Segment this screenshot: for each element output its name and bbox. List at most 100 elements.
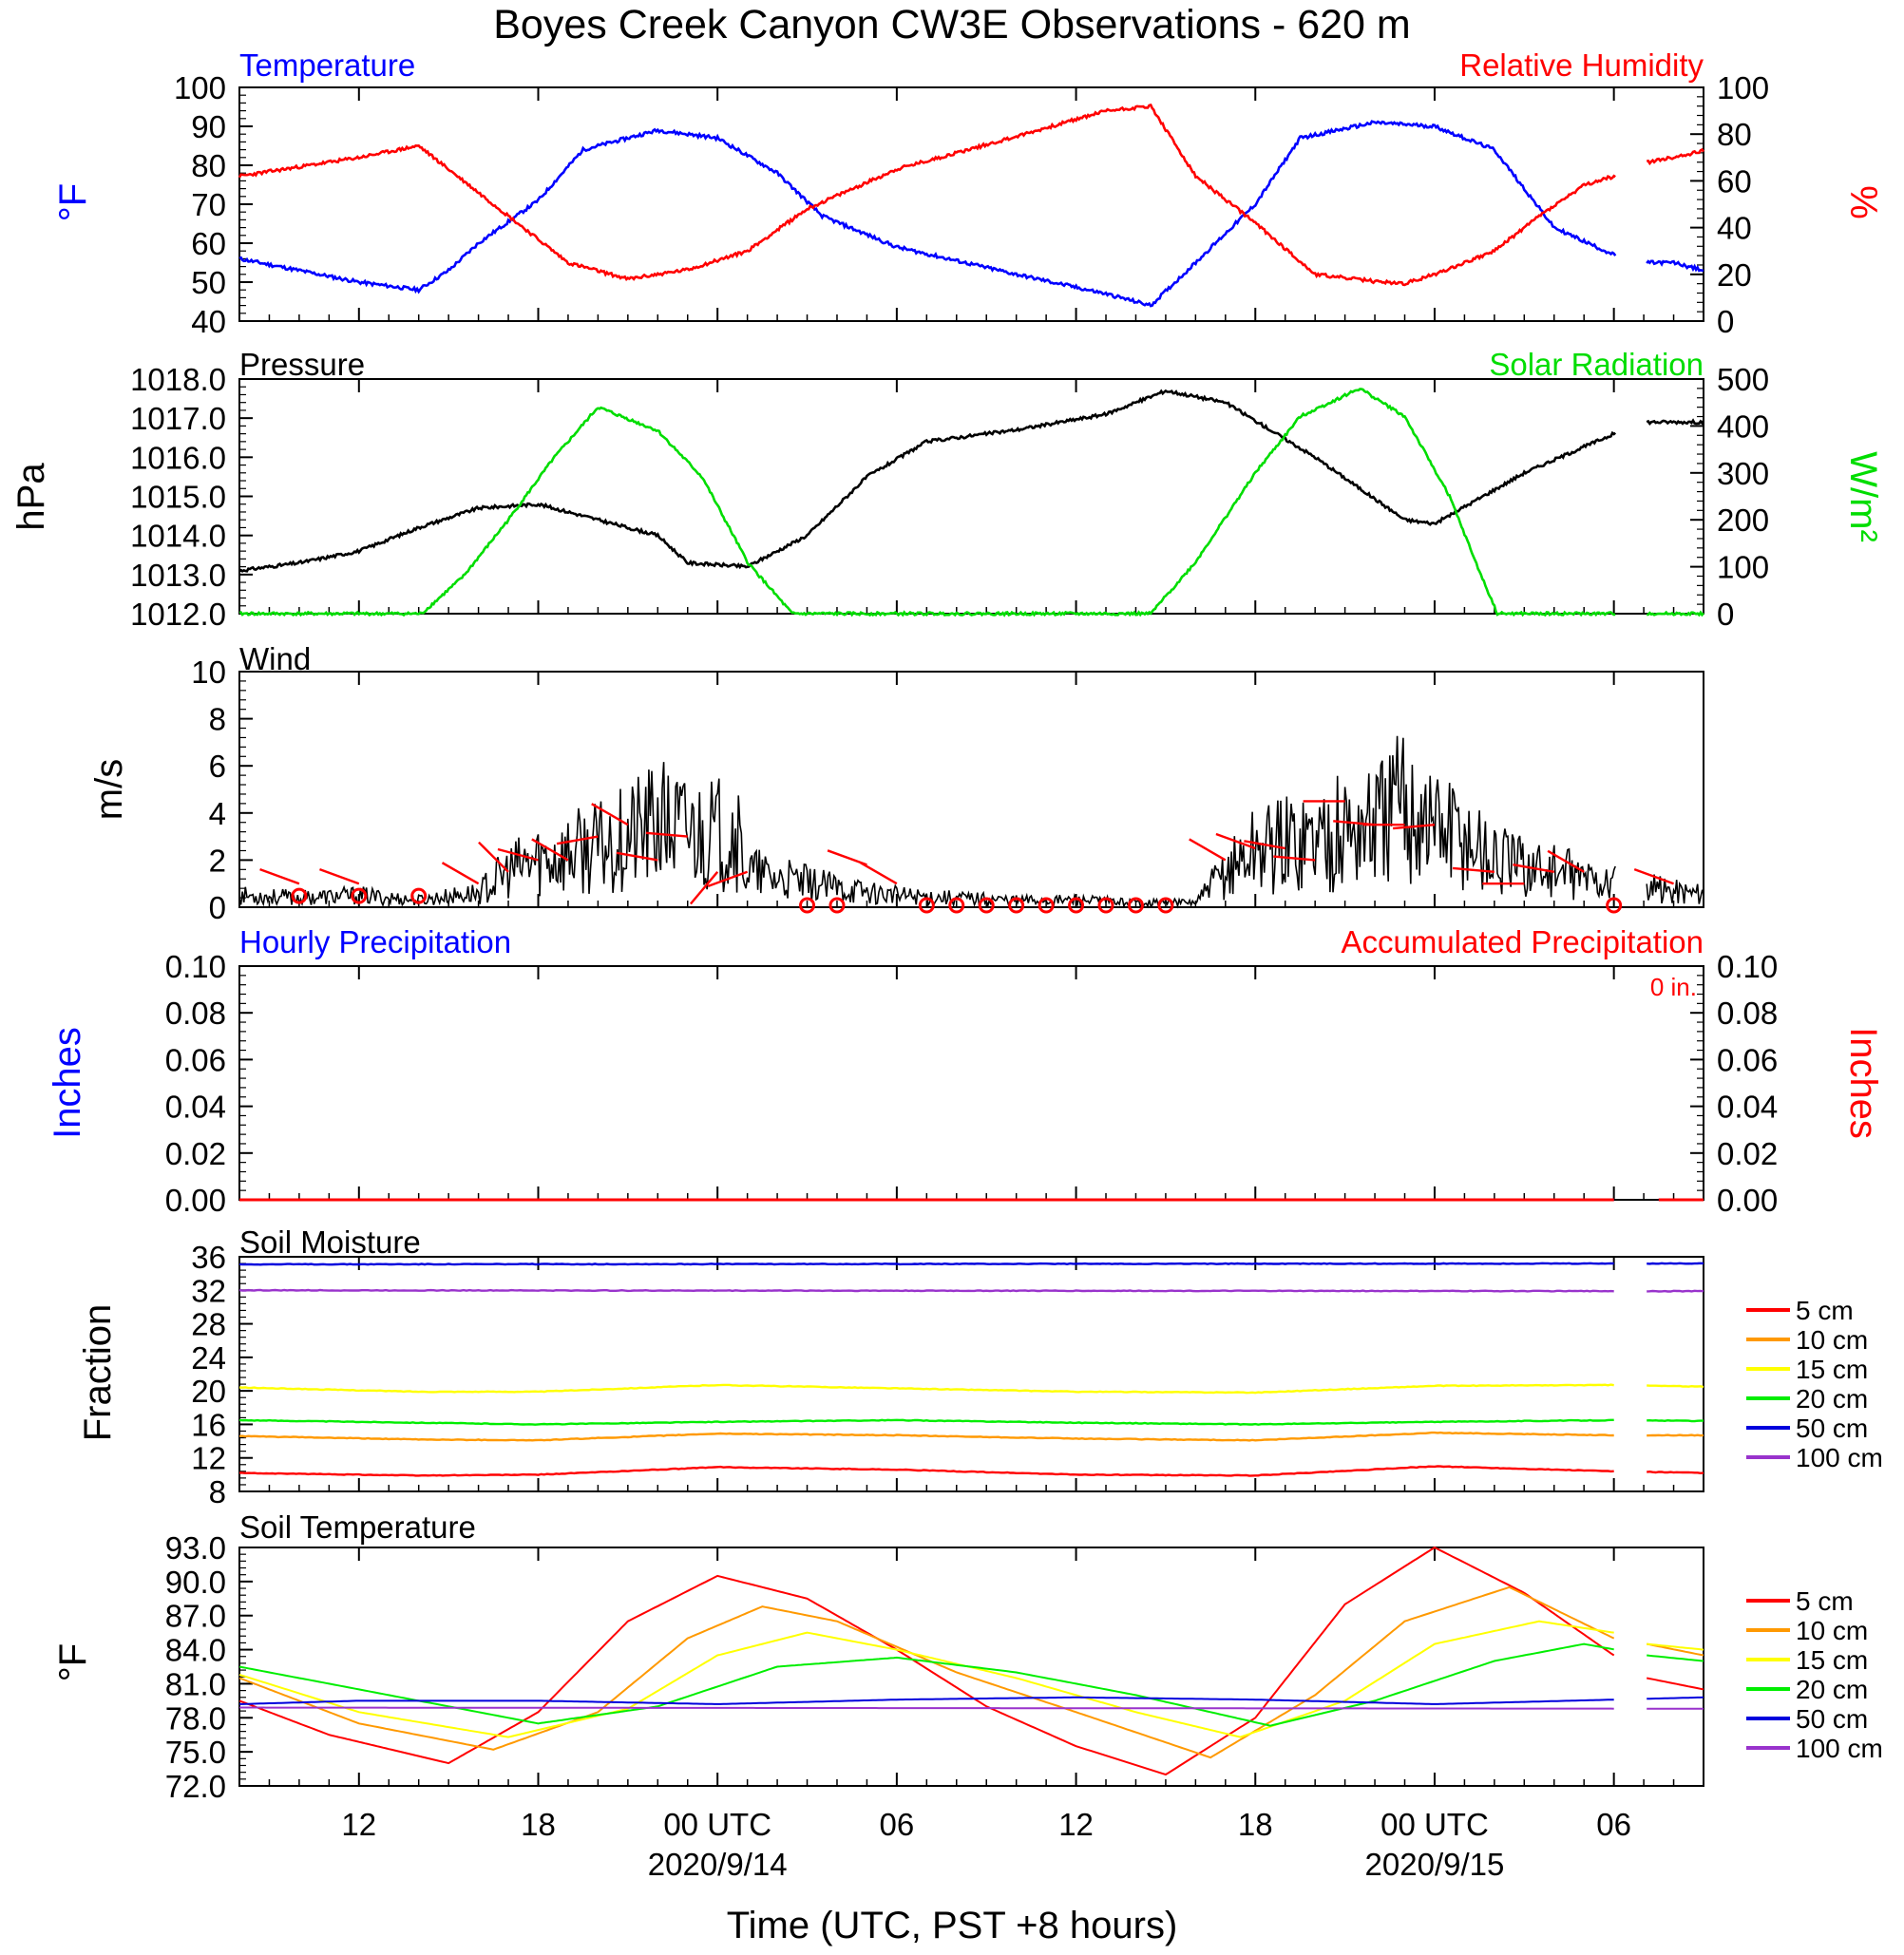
left-tick-label: 4	[209, 796, 226, 831]
legend-entry: 10 cm	[1796, 1325, 1868, 1355]
wind-barb	[556, 835, 599, 845]
left-tick-label: 2	[209, 843, 226, 878]
wind-barb	[1393, 824, 1436, 830]
legend-entry: 20 cm	[1796, 1675, 1868, 1704]
left-tick-label: 50	[191, 265, 226, 300]
left-tick-label: 1014.0	[130, 519, 226, 554]
wind-barb	[1244, 840, 1285, 850]
humidity-line	[238, 103, 1705, 287]
left-tick-label: 6	[209, 749, 226, 784]
legend-entry: 50 cm	[1796, 1704, 1868, 1734]
left-tick-label: 0.10	[165, 949, 226, 984]
wind-barb	[319, 868, 360, 885]
precipitation-panel: Hourly Precipitation Accumulated Precipi…	[47, 924, 1884, 1218]
left-tick-label: 36	[191, 1240, 226, 1275]
wind-barb	[1633, 868, 1674, 885]
left-axis-unit: °F	[52, 1643, 94, 1681]
left-tick-label: 0.08	[165, 996, 226, 1031]
right-axis-unit: W/m²	[1842, 451, 1884, 542]
calm-wind-marker	[291, 887, 308, 904]
panel-right-label: Accumulated Precipitation	[1341, 924, 1704, 959]
right-tick-label: 0.00	[1717, 1183, 1778, 1218]
panel-left-label: Temperature	[239, 47, 415, 83]
soil-moisture-line-10cm	[239, 1431, 1704, 1442]
left-tick-label: 60	[191, 226, 226, 261]
right-tick-label: 300	[1717, 456, 1769, 491]
left-tick-label: 87.0	[165, 1599, 226, 1634]
calm-wind-marker	[351, 887, 368, 904]
left-tick-label: 84.0	[165, 1633, 226, 1668]
left-tick-label: 1018.0	[130, 362, 226, 397]
left-tick-label: 0.00	[165, 1183, 226, 1218]
right-tick-label: 0.02	[1717, 1136, 1778, 1171]
wind-barb	[1273, 855, 1316, 862]
legend-entry: 20 cm	[1796, 1384, 1868, 1414]
left-tick-label: 8	[209, 1474, 226, 1509]
left-tick-label: 81.0	[165, 1666, 226, 1701]
wind-barb	[689, 871, 719, 905]
wind-barb	[860, 862, 898, 885]
left-tick-label: 0.04	[165, 1090, 226, 1125]
right-tick-label: 100	[1717, 550, 1769, 585]
legend-entry: 15 cm	[1796, 1645, 1868, 1675]
x-tick-label: 00 UTC	[663, 1807, 771, 1842]
left-axis-unit: m/s	[88, 759, 130, 820]
right-tick-label: 100	[1717, 70, 1769, 105]
panel-right-label: Relative Humidity	[1459, 47, 1704, 83]
temperature-humidity-panel: Temperature Relative Humidity °F % 40 50 6…	[52, 47, 1884, 339]
x-date-label: 2020/9/14	[648, 1847, 788, 1882]
x-tick-label: 18	[521, 1807, 556, 1842]
x-axis-label: Time (UTC, PST +8 hours)	[727, 1905, 1178, 1946]
left-tick-label: 70	[191, 187, 226, 222]
calm-wind-marker	[828, 897, 846, 914]
right-tick-label: 0	[1717, 597, 1734, 632]
wind-barb	[616, 851, 658, 862]
wind-barb	[1452, 866, 1495, 873]
left-tick-label: 1015.0	[130, 480, 226, 515]
panel-left-label: Hourly Precipitation	[239, 924, 511, 959]
wind-barb	[707, 870, 749, 887]
calm-wind-marker	[1038, 897, 1055, 914]
left-axis-unit: Inches	[47, 1027, 88, 1139]
legend-entry: 100 cm	[1796, 1443, 1883, 1472]
calm-wind-marker	[1157, 897, 1174, 914]
soil-temperature-line-10cm	[238, 1585, 1704, 1759]
wind-panel: Wind m/s 0 2 4 6 8 10	[88, 641, 1704, 925]
pressure-line	[238, 389, 1705, 573]
calm-wind-marker	[918, 897, 935, 914]
soil-temperature-panel: Soil Temperature °F 72.075.078.081.084.0…	[52, 1509, 1883, 1804]
legend-entry: 10 cm	[1796, 1616, 1868, 1645]
panel-left-label: Soil Moisture	[239, 1224, 421, 1260]
left-tick-label: 1012.0	[130, 597, 226, 632]
legend-entry: 100 cm	[1796, 1734, 1883, 1763]
panel-right-label: Solar Radiation	[1489, 347, 1704, 382]
calm-wind-marker	[948, 897, 965, 914]
wind-barb	[591, 803, 629, 826]
right-tick-label: 40	[1717, 211, 1752, 246]
right-tick-label: 0.06	[1717, 1042, 1778, 1077]
legend-entry: 5 cm	[1796, 1296, 1854, 1325]
left-tick-label: 40	[191, 304, 226, 339]
left-tick-label: 8	[209, 702, 226, 737]
wind-barb	[1547, 849, 1585, 873]
right-tick-label: 200	[1717, 503, 1769, 538]
left-tick-label: 100	[174, 70, 226, 105]
legend-entry: 50 cm	[1796, 1414, 1868, 1443]
wind-barb	[1189, 838, 1227, 862]
plot-frame	[238, 1256, 1704, 1492]
right-tick-label: 80	[1717, 117, 1752, 152]
left-tick-label: 0	[209, 890, 226, 925]
calm-wind-marker	[410, 887, 428, 904]
left-tick-label: 1013.0	[130, 558, 226, 593]
wind-barb	[259, 868, 300, 885]
soil-moisture-line-5cm	[238, 1465, 1704, 1477]
left-axis-unit: °F	[52, 183, 94, 221]
pressure-solar-panel: Pressure Solar Radiation hPa W/m² 1012.0…	[10, 347, 1884, 632]
left-tick-label: 16	[191, 1407, 226, 1442]
calm-wind-marker	[978, 897, 995, 914]
x-tick-label: 06	[880, 1807, 915, 1842]
wind-barb	[441, 862, 480, 885]
left-tick-label: 20	[191, 1374, 226, 1409]
left-axis-unit: Fraction	[77, 1304, 119, 1442]
figure-title: Boyes Creek Canyon CW3E Observations - 6…	[493, 2, 1411, 47]
